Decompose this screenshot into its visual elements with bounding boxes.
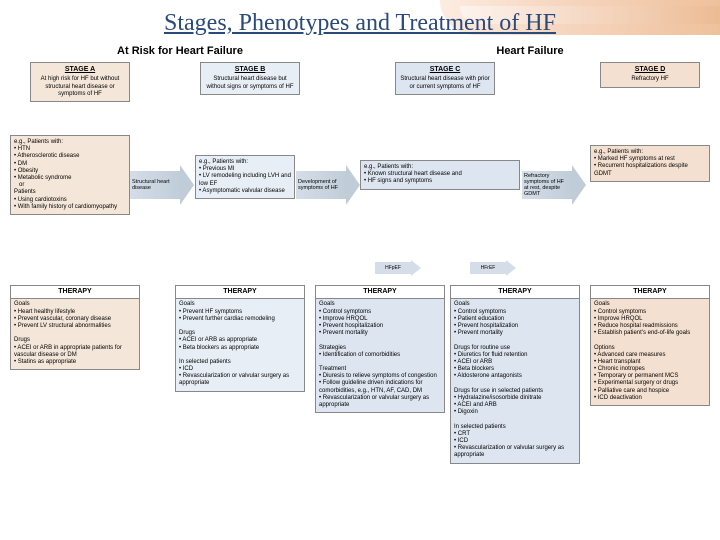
arrow-b-c-label: Development of symptoms of HF xyxy=(296,171,346,199)
stage-c-sub: Structural heart disease with prior or c… xyxy=(399,76,491,90)
example-a: e.g., Patients with: • HTN • Atheroscler… xyxy=(10,135,130,215)
therapy-c-ref: THERAPY Goals • Control symptoms • Patie… xyxy=(450,285,580,464)
arrow-hfref: HFrEF xyxy=(470,260,520,276)
therapy-c2-hdr: THERAPY xyxy=(451,286,579,299)
stage-b-sub: Structural heart disease but without sig… xyxy=(204,76,296,90)
section-hf: Heart Failure xyxy=(440,45,620,57)
stage-a-title: STAGE A xyxy=(34,66,126,74)
arrow-c-d: Refractory symptoms of HF at rest, despi… xyxy=(522,165,592,205)
example-b: e.g., Patients with: • Previous MI • LV … xyxy=(195,155,295,199)
therapy-d-body: Goals • Control symptoms • Improve HRQOL… xyxy=(594,301,706,402)
stage-d-title: STAGE D xyxy=(604,66,696,74)
therapy-c2-body: Goals • Control symptoms • Patient educa… xyxy=(454,301,576,459)
therapy-d-hdr: THERAPY xyxy=(591,286,709,299)
arrow-hfref-label: HFrEF xyxy=(470,262,506,274)
arrow-hfpef-label: HFpEF xyxy=(375,262,411,274)
therapy-b-hdr: THERAPY xyxy=(176,286,304,299)
page-title: Stages, Phenotypes and Treatment of HF xyxy=(0,10,720,37)
therapy-c1-hdr: THERAPY xyxy=(316,286,444,299)
stage-d-sub: Refractory HF xyxy=(604,76,696,83)
stage-c-title: STAGE C xyxy=(399,66,491,74)
stage-d-header: STAGE D Refractory HF xyxy=(600,62,700,88)
therapy-b: THERAPY Goals • Prevent HF symptoms • Pr… xyxy=(175,285,305,392)
example-c: e.g., Patients with: • Known structural … xyxy=(360,160,520,190)
therapy-a-body: Goals • Heart healthy lifestyle • Preven… xyxy=(14,301,136,366)
therapy-b-body: Goals • Prevent HF symptoms • Prevent fu… xyxy=(179,301,301,387)
arrow-b-c: Development of symptoms of HF xyxy=(296,165,366,205)
section-atrisk: At Risk for Heart Failure xyxy=(90,45,270,57)
therapy-a: THERAPY Goals • Heart healthy lifestyle … xyxy=(10,285,140,370)
therapy-c1-body: Goals • Control symptoms • Improve HRQOL… xyxy=(319,301,441,409)
therapy-d: THERAPY Goals • Control symptoms • Impro… xyxy=(590,285,710,406)
arrow-hfpef: HFpEF xyxy=(375,260,425,276)
stage-b-header: STAGE B Structural heart disease but wit… xyxy=(200,62,300,95)
therapy-c-pef: THERAPY Goals • Control symptoms • Impro… xyxy=(315,285,445,413)
arrow-c-d-label: Refractory symptoms of HF at rest, despi… xyxy=(522,171,572,199)
example-d: e.g., Patients with: • Marked HF symptom… xyxy=(590,145,710,182)
therapy-a-hdr: THERAPY xyxy=(11,286,139,299)
stage-a-header: STAGE A At high risk for HF but without … xyxy=(30,62,130,102)
arrow-a-b-label: Structural heart disease xyxy=(130,171,180,199)
stage-c-header: STAGE C Structural heart disease with pr… xyxy=(395,62,495,95)
stage-b-title: STAGE B xyxy=(204,66,296,74)
stage-a-sub: At high risk for HF but without structur… xyxy=(34,76,126,98)
arrow-a-b: Structural heart disease xyxy=(130,165,200,205)
